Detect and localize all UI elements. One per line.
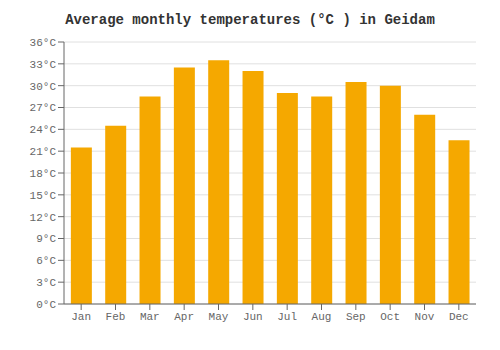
svg-text:15°C: 15°C (30, 190, 57, 202)
svg-text:27°C: 27°C (30, 102, 57, 114)
svg-text:6°C: 6°C (36, 255, 56, 267)
svg-text:Aug: Aug (312, 311, 332, 323)
svg-text:3°C: 3°C (36, 277, 56, 289)
svg-text:Mar: Mar (140, 311, 160, 323)
svg-text:36°C: 36°C (30, 37, 57, 49)
svg-text:Dec: Dec (449, 311, 469, 323)
html-text:Average monthly temperatures (: Average monthly temperatures (°C ) in Ge… (65, 12, 435, 28)
svg-text:Oct: Oct (380, 311, 400, 323)
svg-text:33°C: 33°C (30, 59, 57, 71)
svg-text:Feb: Feb (106, 311, 126, 323)
svg-text:21°C: 21°C (30, 146, 57, 158)
svg-text:0°C: 0°C (36, 299, 56, 311)
svg-text:Sep: Sep (346, 311, 366, 323)
svg-text:Jun: Jun (243, 311, 263, 323)
svg-text:30°C: 30°C (30, 81, 57, 93)
svg-text:May: May (209, 311, 229, 323)
svg-text:18°C: 18°C (30, 168, 57, 180)
svg-text:Nov: Nov (415, 311, 435, 323)
svg-text:Jul: Jul (277, 311, 297, 323)
svg-text:24°C: 24°C (30, 124, 57, 136)
svg-text:9°C: 9°C (36, 233, 56, 245)
svg-text:Jan: Jan (71, 311, 91, 323)
svg-text:Apr: Apr (174, 311, 194, 323)
svg-text:12°C: 12°C (30, 212, 57, 224)
